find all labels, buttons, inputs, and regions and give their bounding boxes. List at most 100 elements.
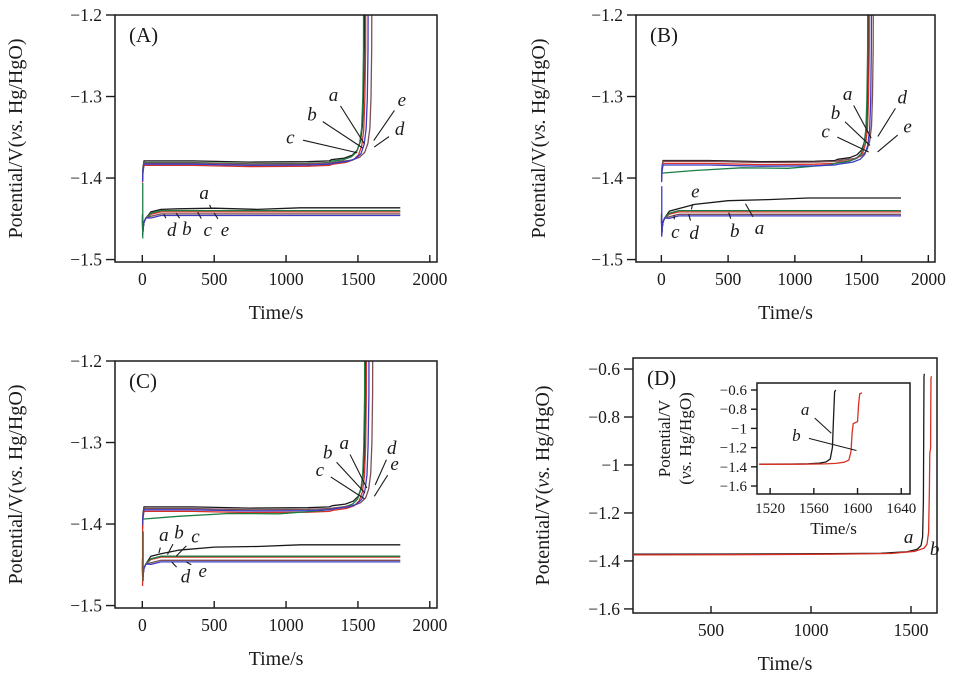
y-tick-label: −1: [601, 455, 620, 475]
curve-label-e: e: [691, 181, 699, 202]
y-tick-label: −1: [731, 421, 747, 437]
curve-label-d: d: [689, 223, 699, 244]
y-tick-label: −1.4: [720, 460, 748, 476]
y-tick-label: −1.4: [70, 168, 102, 188]
x-tick-label: 500: [201, 615, 228, 635]
curve-label-c: c: [191, 527, 200, 548]
y-axis-label: (vs. Hg/HgO): [676, 392, 695, 485]
x-tick-label: 1600: [843, 501, 873, 517]
x-tick-label: 1000: [269, 269, 304, 289]
annotation-leader: [878, 108, 896, 136]
y-tick-label: −1.5: [591, 250, 623, 270]
x-tick-label: 2000: [412, 615, 447, 635]
axes-frame: [115, 15, 437, 262]
curve-label-c: c: [821, 122, 830, 143]
panel-tag: (B): [650, 23, 678, 47]
axes-frame: [636, 15, 935, 262]
x-tick-label: 1000: [777, 269, 812, 289]
y-tick-label: −1.2: [70, 5, 102, 25]
x-tick-label: 1500: [844, 269, 879, 289]
y-tick-label: −0.6: [720, 383, 748, 399]
y-tick-label: −1.2: [720, 441, 747, 457]
curve-label-b: b: [174, 523, 184, 544]
x-axis-label: Time/s: [758, 653, 813, 675]
annotation-leader: [337, 462, 365, 493]
curve-label-e: e: [390, 454, 398, 475]
curve-upper-a: [662, 0, 869, 178]
curve-label-b: b: [730, 221, 740, 242]
curve-label-e: e: [221, 220, 229, 241]
curve-upper-e: [143, 0, 370, 527]
panel-tag: (D): [647, 366, 676, 390]
x-tick-label: 500: [201, 269, 228, 289]
y-tick-label: −0.6: [588, 359, 620, 379]
curve-upper-c: [143, 0, 365, 519]
axes-frame: [757, 383, 910, 494]
y-tick-label: −1.6: [588, 599, 620, 619]
x-tick-label: 0: [657, 269, 666, 289]
curve-label-b: b: [307, 104, 317, 125]
curve-label-d: d: [181, 567, 191, 588]
x-tick-label: 1000: [794, 620, 829, 640]
y-tick-label: −1.3: [591, 87, 623, 107]
curve-label-b: b: [323, 443, 333, 464]
x-tick-label: 1640: [886, 501, 916, 517]
curve-label-a: a: [159, 525, 169, 546]
y-tick-label: −1.4: [70, 514, 102, 534]
y-tick-label: −1.3: [70, 433, 102, 453]
annotation-leader: [374, 137, 389, 147]
y-axis-label: Potential/V(vs. Hg/HgO): [528, 39, 550, 239]
curve-label-a: a: [904, 527, 914, 548]
y-tick-label: −0.8: [588, 407, 620, 427]
annotation-leader: [374, 475, 387, 496]
curve-label-a: a: [329, 85, 339, 106]
curve-label-b: b: [831, 103, 841, 124]
x-tick-label: 1520: [755, 501, 785, 517]
curve-label-e: e: [903, 117, 911, 138]
curve-label-b: b: [182, 219, 192, 240]
x-tick-label: 0: [138, 269, 147, 289]
curve-label-a: a: [801, 400, 810, 419]
x-tick-label: 1500: [340, 615, 375, 635]
x-tick-label: 1560: [799, 501, 829, 517]
axes-frame: [115, 361, 437, 608]
y-tick-label: −1.3: [70, 87, 102, 107]
y-tick-label: −1.2: [70, 351, 102, 371]
x-tick-label: 500: [698, 620, 725, 640]
y-tick-label: −1.5: [70, 596, 102, 616]
curve-label-a: a: [755, 218, 765, 239]
curve-upper-e: [662, 0, 872, 182]
y-tick-label: −1.6: [720, 479, 748, 495]
x-axis-label: Time/s: [249, 302, 304, 324]
annotation-leader: [331, 477, 365, 499]
plot-area: [143, 0, 401, 586]
y-axis-label: Potential/V: [655, 399, 674, 477]
annotation-leader: [878, 135, 898, 152]
curve-label-e: e: [198, 561, 206, 582]
x-tick-label: 2000: [412, 269, 447, 289]
x-tick-label: 1500: [340, 269, 375, 289]
annotation-leader: [323, 122, 363, 148]
x-axis-label: Time/s: [758, 302, 813, 324]
annotation-leader: [172, 562, 177, 567]
curve-label-a: a: [843, 84, 853, 105]
annotation-leader: [303, 140, 357, 153]
curve-upper-c: [662, 0, 868, 173]
y-tick-label: −1.5: [70, 250, 102, 270]
annotation-leader: [340, 106, 364, 144]
y-tick-label: −1.4: [588, 551, 620, 571]
annotation-leader: [159, 548, 161, 553]
inset-plot-area: [759, 390, 862, 464]
y-tick-label: −1.2: [591, 5, 623, 25]
plot-area: [143, 0, 401, 238]
curve-b: [759, 393, 862, 464]
x-tick-label: 500: [715, 269, 742, 289]
x-tick-label: 0: [138, 615, 147, 635]
y-axis-label: Potential/V(vs. Hg/HgO): [5, 385, 27, 585]
